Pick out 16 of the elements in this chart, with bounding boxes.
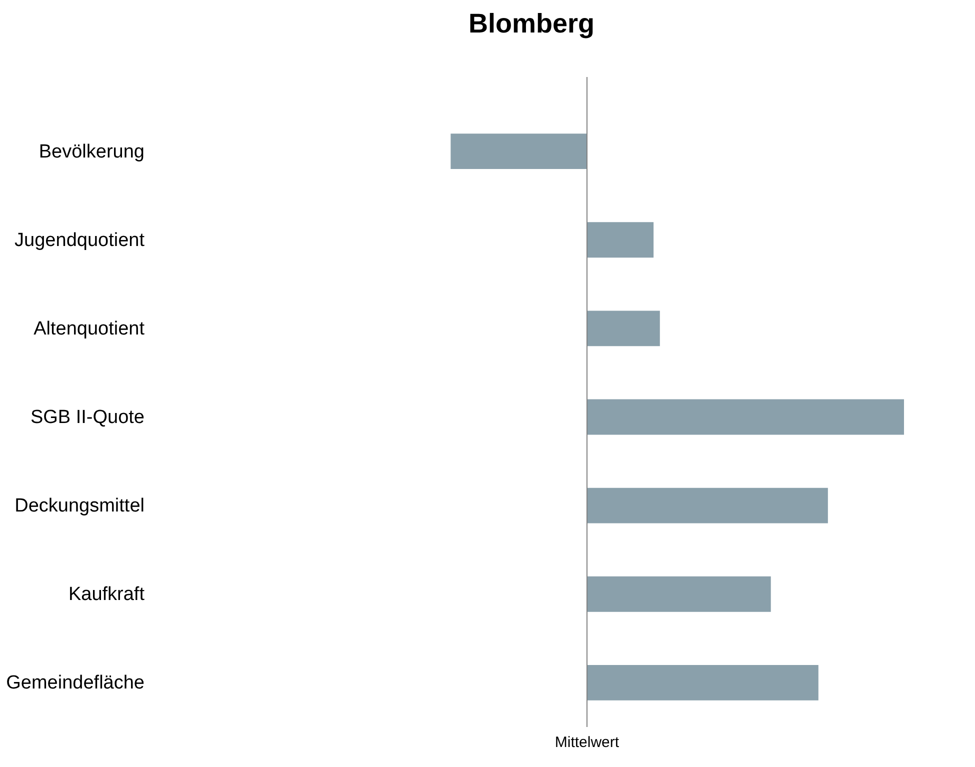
bar [586,222,654,258]
bar [586,576,771,612]
y-tick-label: Altenquotient [34,318,146,340]
y-tick-label: Deckungsmittel [14,496,144,517]
chart-title: Blomberg [468,8,595,38]
y-tick-label: Gemeindefläche [6,672,144,694]
bar [450,134,587,169]
bar [586,488,828,524]
y-tick-label: SGB II-Quote [30,407,144,428]
bar [586,310,660,346]
bar [586,665,818,700]
ref-line-label: Mittelwert [554,734,620,751]
y-tick-label: Kaufkraft [68,584,146,606]
bar [586,399,904,435]
y-tick-label: Jugendquotient [14,230,146,251]
y-tick-label: Bevölkerung [38,141,144,162]
